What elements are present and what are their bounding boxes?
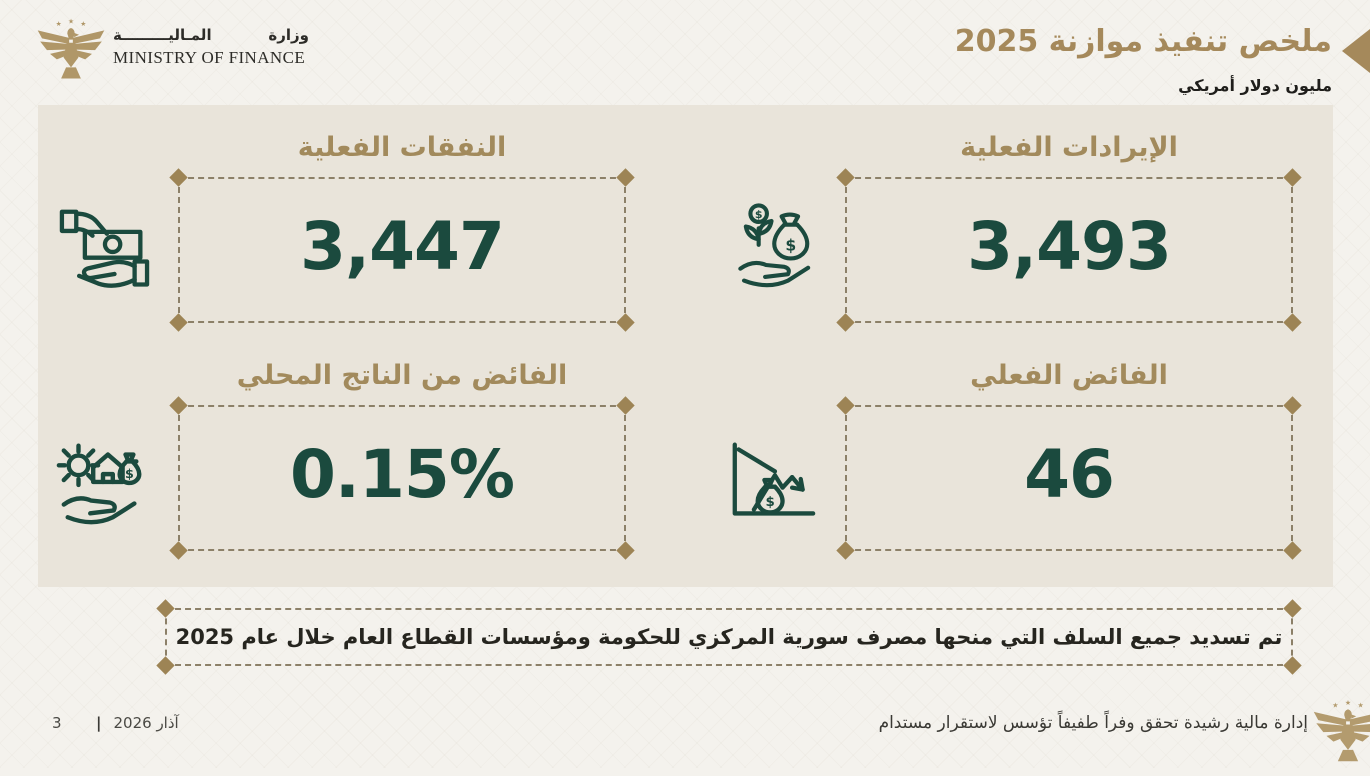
stat-box-revenues: 3,493 bbox=[836, 168, 1302, 332]
ministry-name-arabic: وزارة المـاليـــــــــة bbox=[113, 26, 309, 44]
money-bag-sprout-hand-icon: $ $ bbox=[738, 203, 811, 288]
stat-title-surplus: الفائض الفعلي bbox=[970, 360, 1168, 391]
svg-text:★: ★ bbox=[1358, 701, 1364, 709]
ministry-name-english: MINISTRY OF FINANCE bbox=[113, 48, 306, 67]
stat-value-surplus: 46 bbox=[1024, 436, 1115, 513]
svg-text:★: ★ bbox=[56, 20, 62, 28]
svg-text:★: ★ bbox=[80, 20, 86, 28]
stat-value-gdp: 0.15% bbox=[290, 436, 515, 513]
footer-date: آذار 2026 bbox=[113, 714, 179, 732]
stat-title-revenues: الإيرادات الفعلية bbox=[960, 132, 1178, 163]
page-number: 3 bbox=[52, 714, 62, 732]
svg-text:$: $ bbox=[125, 467, 134, 482]
note-box: تم تسديد جميع السلف التي منحها مصرف سوري… bbox=[156, 599, 1302, 675]
stat-title-expenditures: النفقات الفعلية bbox=[297, 132, 507, 163]
corner-diamond-icon bbox=[1283, 656, 1302, 675]
edge-arrow-decoration bbox=[1342, 29, 1370, 73]
unit-label: مليون دولار أمريكي bbox=[1178, 76, 1332, 95]
svg-text:$: $ bbox=[755, 208, 763, 221]
note-text: تم تسديد جميع السلف التي منحها مصرف سوري… bbox=[175, 625, 1283, 649]
corner-diamond-icon bbox=[1283, 599, 1302, 618]
stat-value-expenditures: 3,447 bbox=[300, 208, 505, 285]
corner-diamond-icon bbox=[156, 656, 175, 675]
stat-card-surplus-of-gdp: الفائض من الناتج المحلي 0.15% $ bbox=[56, 360, 635, 560]
stat-box-gdp: 0.15% bbox=[169, 396, 635, 560]
svg-text:★: ★ bbox=[1332, 701, 1338, 709]
eagle-watermark-icon: ★ ★ ★ bbox=[1313, 699, 1370, 762]
stat-card-actual-revenues: الإيرادات الفعلية 3,493 $ $ bbox=[738, 132, 1302, 332]
ministry-logo-text: وزارة المـاليـــــــــة MINISTRY OF FINA… bbox=[113, 26, 309, 68]
svg-text:★: ★ bbox=[1345, 699, 1351, 707]
stat-box-surplus: 46 bbox=[836, 396, 1302, 560]
hand-holding-economy-icon: $ bbox=[56, 443, 142, 525]
stats-panel bbox=[38, 105, 1333, 587]
stat-card-actual-expenditures: النفقات الفعلية 3,447 bbox=[59, 132, 635, 332]
footer-slogan: إدارة مالية رشيدة تحقق وفراً طفيفاً تؤسس… bbox=[878, 713, 1308, 733]
page-title: ملخص تنفيذ موازنة 2025 bbox=[954, 24, 1332, 59]
svg-text:$: $ bbox=[785, 236, 796, 254]
stat-card-actual-surplus: الفائض الفعلي 46 $ bbox=[732, 360, 1302, 560]
stat-value-revenues: 3,493 bbox=[967, 208, 1172, 285]
corner-diamond-icon bbox=[156, 599, 175, 618]
stat-title-gdp: الفائض من الناتج المحلي bbox=[236, 360, 568, 391]
svg-text:$: $ bbox=[765, 495, 774, 510]
footer-separator: | bbox=[96, 714, 102, 732]
svg-text:★: ★ bbox=[68, 18, 74, 26]
hand-paying-banknote-icon bbox=[59, 209, 150, 288]
footer-left: 3 | آذار 2026 bbox=[52, 714, 179, 732]
ministry-eagle-logo-icon: ★ ★ ★ bbox=[37, 18, 105, 79]
stat-box-expenditures: 3,447 bbox=[169, 168, 635, 332]
declining-chart-money-bag-icon: $ bbox=[732, 442, 816, 516]
